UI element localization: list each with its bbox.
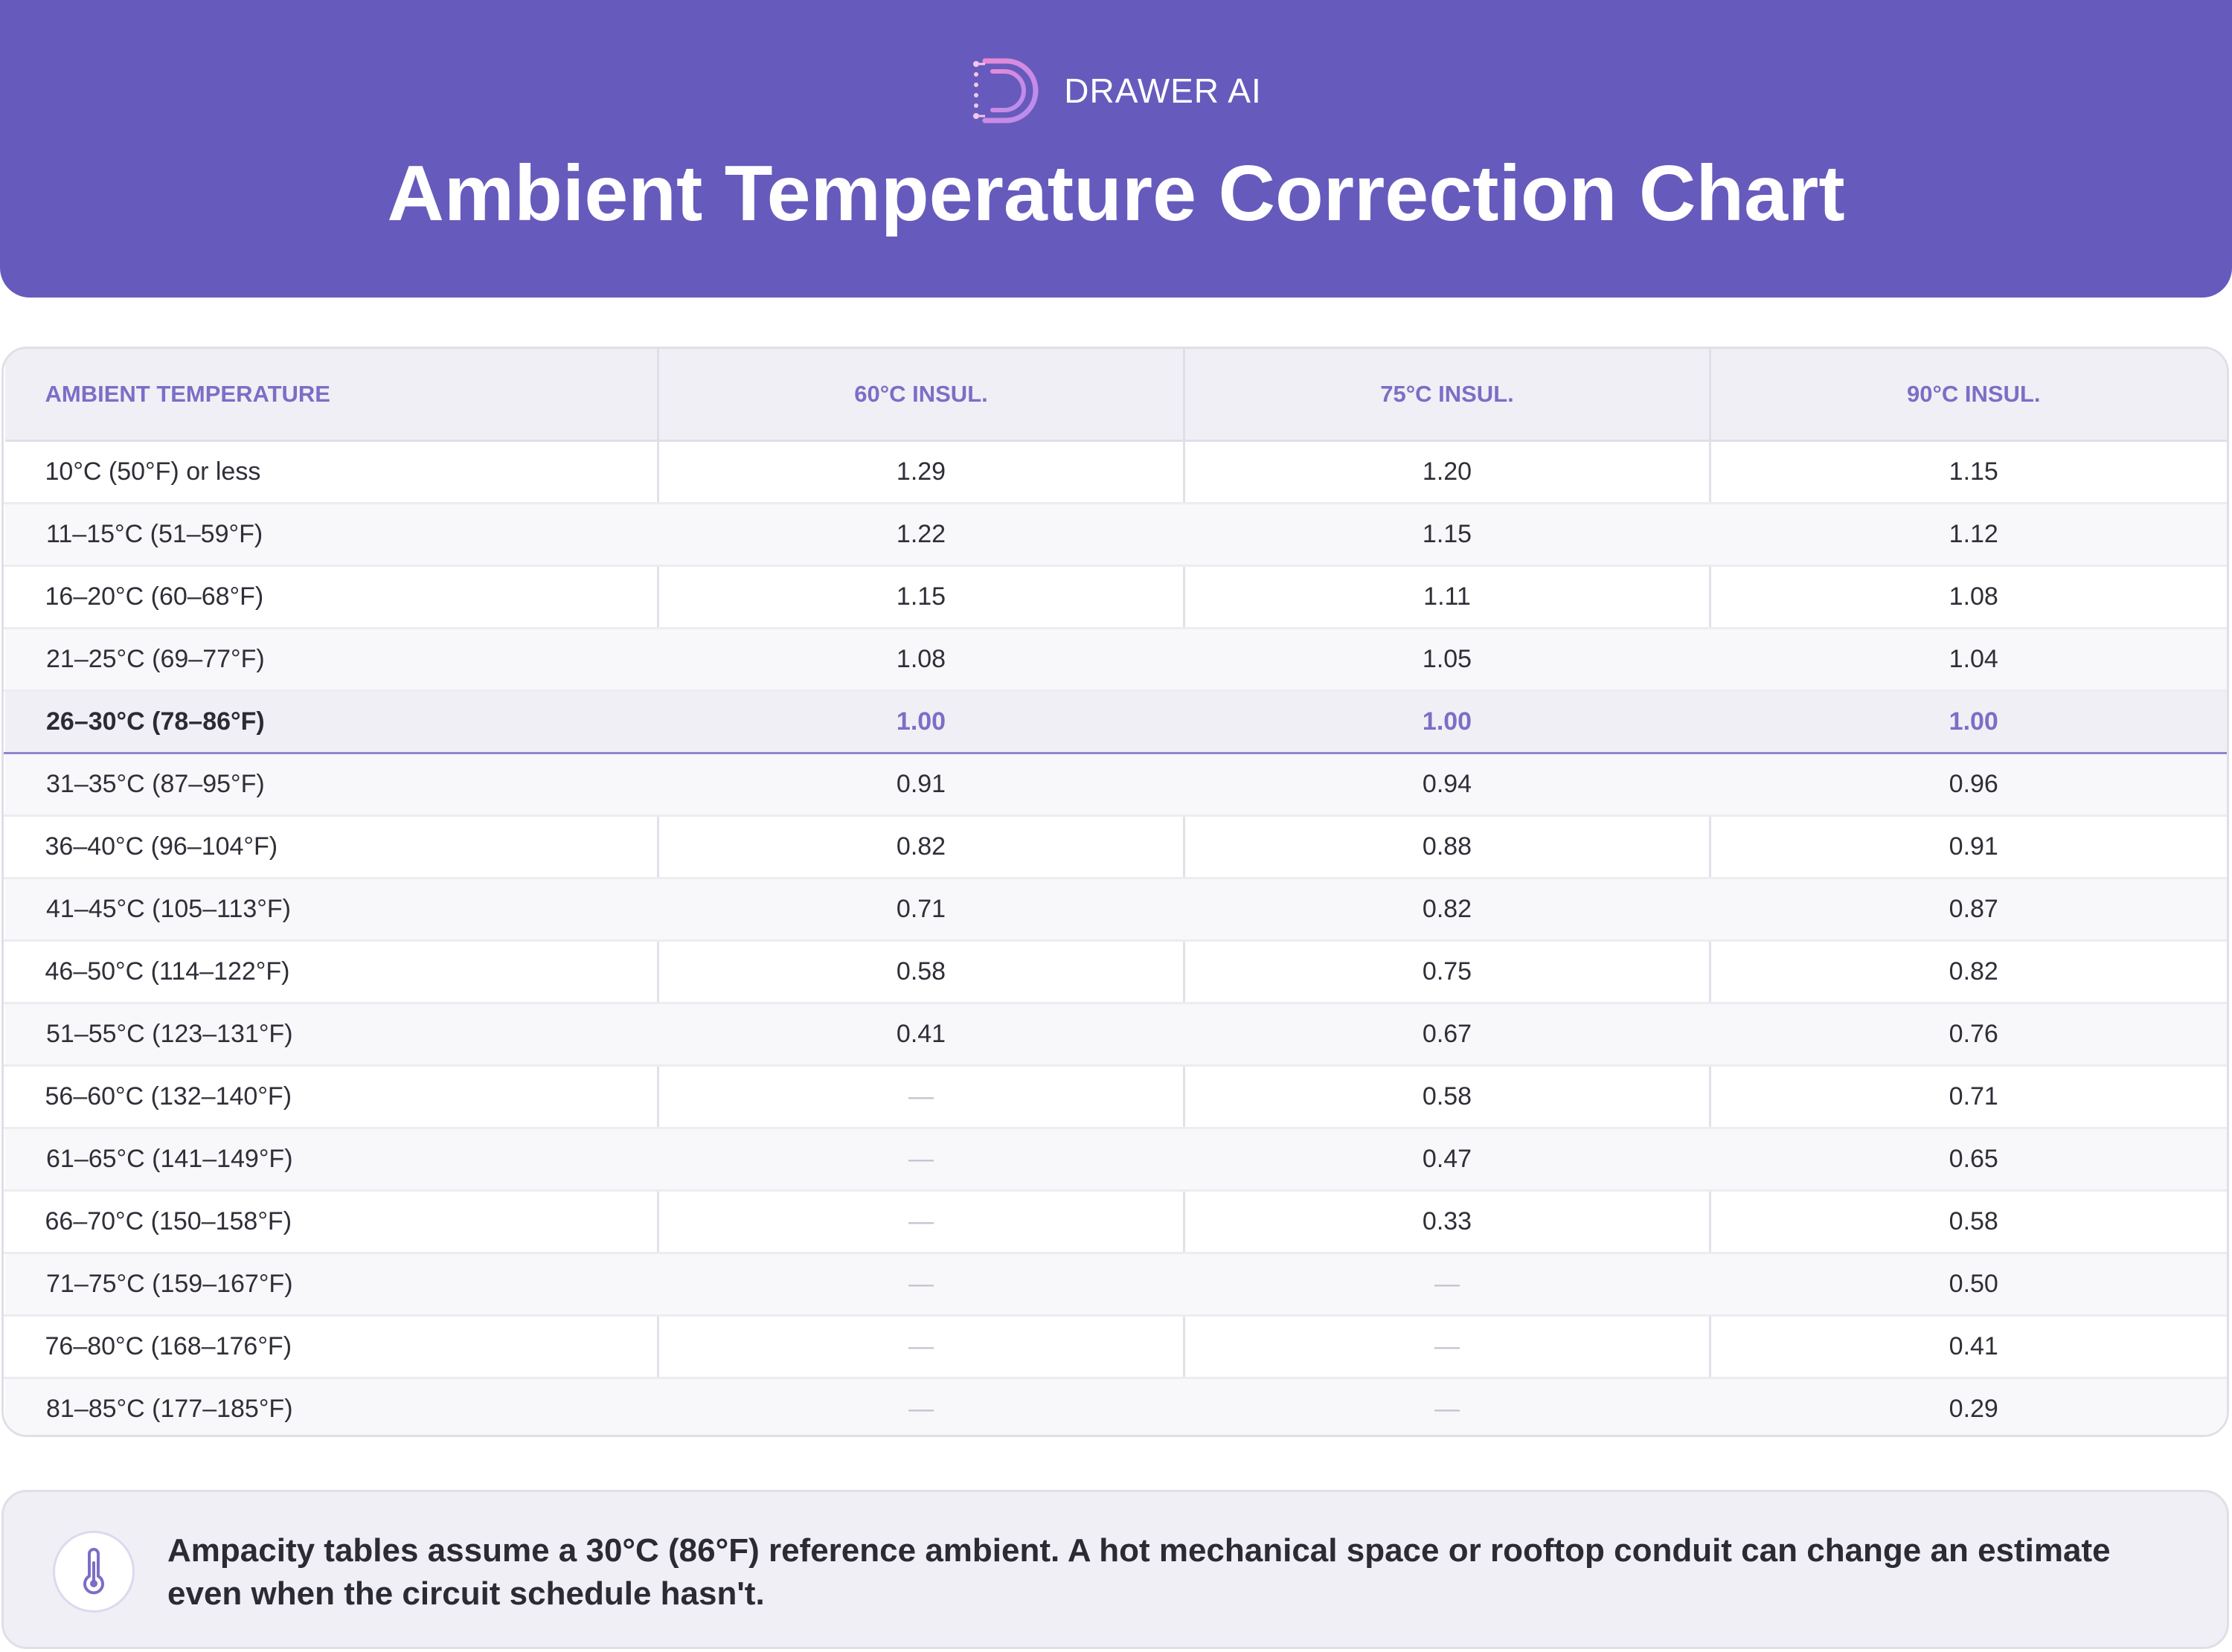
cell-ambient-temperature: 11–15°C (51–59°F) (4, 503, 658, 567)
cell-60c-factor: 0.71 (658, 878, 1184, 942)
cell-75c-factor: 0.75 (1183, 940, 1710, 1004)
table-row: 10°C (50°F) or less 1.29 1.20 1.15 (4, 440, 2227, 504)
header-banner: DRAWER AI Ambient Temperature Correction… (0, 0, 2232, 298)
correction-table: AMBIENT TEMPERATURE 60°C INSUL. 75°C INS… (4, 349, 2227, 1435)
column-header-ambient: AMBIENT TEMPERATURE (4, 349, 658, 442)
cell-60c-factor: — (658, 1253, 1184, 1317)
cell-60c-factor: — (657, 1315, 1184, 1379)
cell-75c-factor: 0.58 (1183, 1065, 1710, 1129)
cell-90c-factor: 0.41 (1709, 1315, 2227, 1379)
table-row: 46–50°C (114–122°F) 0.58 0.75 0.82 (4, 940, 2227, 1004)
cell-75c-factor: — (1184, 1253, 1710, 1317)
cell-75c-factor: — (1183, 1315, 1710, 1379)
cell-60c-factor: 1.08 (658, 628, 1184, 692)
cell-60c-factor: 0.82 (657, 815, 1184, 879)
cell-90c-factor: 0.91 (1709, 815, 2227, 879)
table-row: 76–80°C (168–176°F) — —0.41 (4, 1315, 2227, 1379)
reference-note: Ampacity tables assume a 30°C (86°F) ref… (1, 1490, 2229, 1649)
cell-75c-factor: 0.47 (1184, 1128, 1710, 1192)
cell-60c-factor: — (657, 1065, 1184, 1129)
cell-ambient-temperature: 46–50°C (114–122°F) (4, 940, 658, 1004)
table-row: 61–65°C (141–149°F) —0.47 0.65 (4, 1128, 2227, 1192)
cell-60c-factor: 1.29 (657, 440, 1184, 504)
cell-ambient-temperature: 51–55°C (123–131°F) (4, 1003, 658, 1067)
cell-75c-factor: 1.00 (1184, 690, 1710, 754)
table-header-row: AMBIENT TEMPERATURE 60°C INSUL. 75°C INS… (4, 349, 2227, 442)
cell-ambient-temperature: 16–20°C (60–68°F) (4, 565, 658, 629)
cell-ambient-temperature: 31–35°C (87–95°F) (4, 753, 658, 817)
cell-60c-factor: 1.22 (658, 503, 1184, 567)
cell-60c-factor: — (658, 1128, 1184, 1192)
cell-ambient-temperature: 76–80°C (168–176°F) (4, 1315, 658, 1379)
cell-75c-factor: 0.33 (1183, 1190, 1710, 1254)
drawer-logo-icon (973, 58, 1039, 123)
cell-ambient-temperature: 36–40°C (96–104°F) (4, 815, 658, 879)
cell-90c-factor: 0.50 (1710, 1253, 2227, 1317)
cell-75c-factor: 0.94 (1184, 753, 1710, 817)
cell-90c-factor: 0.76 (1710, 1003, 2227, 1067)
cell-75c-factor: 0.82 (1184, 878, 1710, 942)
cell-ambient-temperature: 81–85°C (177–185°F) (4, 1378, 658, 1435)
cell-90c-factor: 0.65 (1710, 1128, 2227, 1192)
table-row: 36–40°C (96–104°F) 0.82 0.88 0.91 (4, 815, 2227, 879)
note-text: Ampacity tables assume a 30°C (86°F) ref… (167, 1532, 2111, 1612)
cell-60c-factor: — (657, 1190, 1184, 1254)
cell-60c-factor: 1.15 (657, 565, 1184, 629)
cell-90c-factor: 0.71 (1709, 1065, 2227, 1129)
table-row: 41–45°C (105–113°F) 0.71 0.82 0.87 (4, 878, 2227, 942)
cell-60c-factor: — (658, 1378, 1184, 1435)
cell-ambient-temperature: 61–65°C (141–149°F) (4, 1128, 658, 1192)
table-row: 81–85°C (177–185°F) — —0.29 (4, 1378, 2227, 1435)
cell-90c-factor: 1.12 (1710, 503, 2227, 567)
cell-60c-factor: 0.58 (657, 940, 1184, 1004)
cell-ambient-temperature: 66–70°C (150–158°F) (4, 1190, 658, 1254)
cell-90c-factor: 0.82 (1709, 940, 2227, 1004)
cell-90c-factor: 1.00 (1710, 690, 2227, 754)
table-row: 16–20°C (60–68°F) 1.15 1.11 1.08 (4, 565, 2227, 629)
cell-90c-factor: 1.04 (1710, 628, 2227, 692)
cell-ambient-temperature: 26–30°C (78–86°F) (4, 690, 658, 754)
cell-60c-factor: 1.00 (658, 690, 1184, 754)
cell-90c-factor: 1.08 (1709, 565, 2227, 629)
cell-90c-factor: 1.15 (1709, 440, 2227, 504)
cell-90c-factor: 0.96 (1710, 753, 2227, 817)
table-row: 11–15°C (51–59°F) 1.22 1.15 1.12 (4, 503, 2227, 567)
thermometer-icon (53, 1531, 135, 1613)
cell-90c-factor: 0.87 (1710, 878, 2227, 942)
table-row: 31–35°C (87–95°F) 0.91 0.94 0.96 (4, 753, 2227, 817)
cell-60c-factor: 0.91 (658, 753, 1184, 817)
cell-75c-factor: 1.05 (1184, 628, 1710, 692)
table-row: 71–75°C (159–167°F) — —0.50 (4, 1253, 2227, 1317)
cell-75c-factor: 1.11 (1183, 565, 1710, 629)
cell-ambient-temperature: 10°C (50°F) or less (4, 440, 658, 504)
column-header-75c: 75°C INSUL. (1183, 349, 1710, 442)
table-row: 66–70°C (150–158°F) —0.33 0.58 (4, 1190, 2227, 1254)
cell-ambient-temperature: 56–60°C (132–140°F) (4, 1065, 658, 1129)
cell-60c-factor: 0.41 (658, 1003, 1184, 1067)
table-row: 51–55°C (123–131°F) 0.41 0.67 0.76 (4, 1003, 2227, 1067)
cell-ambient-temperature: 41–45°C (105–113°F) (4, 878, 658, 942)
cell-75c-factor: 1.20 (1183, 440, 1710, 504)
table-row: 21–25°C (69–77°F) 1.08 1.05 1.04 (4, 628, 2227, 692)
column-header-90c: 90°C INSUL. (1709, 349, 2227, 442)
correction-table-card: AMBIENT TEMPERATURE 60°C INSUL. 75°C INS… (1, 347, 2229, 1437)
cell-ambient-temperature: 71–75°C (159–167°F) (4, 1253, 658, 1317)
table-row: 26–30°C (78–86°F) 1.00 1.00 1.00 (4, 690, 2227, 754)
brand: DRAWER AI (0, 52, 2232, 129)
cell-75c-factor: 1.15 (1184, 503, 1710, 567)
cell-75c-factor: 0.88 (1183, 815, 1710, 879)
column-header-60c: 60°C INSUL. (657, 349, 1184, 442)
cell-75c-factor: 0.67 (1184, 1003, 1710, 1067)
cell-75c-factor: — (1184, 1378, 1710, 1435)
page-title: Ambient Temperature Correction Chart (387, 150, 1845, 237)
cell-90c-factor: 0.58 (1709, 1190, 2227, 1254)
cell-ambient-temperature: 21–25°C (69–77°F) (4, 628, 658, 692)
table-row: 56–60°C (132–140°F) —0.58 0.71 (4, 1065, 2227, 1129)
brand-name: DRAWER AI (1064, 71, 1262, 110)
cell-90c-factor: 0.29 (1710, 1378, 2227, 1435)
